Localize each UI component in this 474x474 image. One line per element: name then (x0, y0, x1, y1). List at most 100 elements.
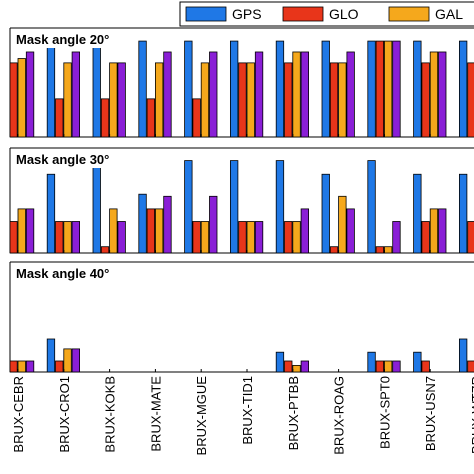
bar-glo (55, 221, 64, 254)
bar-gps (458, 40, 468, 138)
bar-gal (63, 62, 72, 138)
x-tick-label: BRUX-MGUE (194, 376, 209, 456)
bar-gps (138, 193, 147, 254)
bar-glo (284, 62, 293, 138)
bar-bds (392, 221, 401, 254)
bar-bds (209, 195, 218, 254)
bar-glo (284, 221, 293, 254)
bar-gal (429, 208, 439, 254)
bar-gps (184, 160, 193, 254)
bar-gal (246, 62, 255, 138)
legend-label-gal: GAL (435, 6, 463, 22)
bar-gps (46, 40, 56, 138)
panel-title-background (14, 151, 112, 168)
bar-gps (458, 338, 468, 373)
bar-glo (9, 221, 18, 254)
bar-bds (25, 360, 35, 373)
bar-bds (254, 221, 264, 254)
bar-glo (284, 360, 293, 373)
bar-bds (346, 208, 355, 254)
bar-gal (338, 195, 347, 254)
bar-gal (17, 208, 26, 254)
x-tick-label: BRUX-ROAG (332, 376, 347, 455)
bar-gal (200, 62, 210, 138)
bar-gal (109, 208, 118, 254)
x-tick-label: BRUX-PTBB (286, 376, 301, 450)
bar-gps (413, 351, 422, 373)
bar-bds (392, 40, 401, 138)
bar-gal (109, 62, 118, 138)
panel-title-background (14, 265, 112, 282)
bar-gps (184, 40, 193, 138)
bar-glo (55, 360, 64, 373)
bar-bds (209, 51, 218, 138)
legend-swatch-glo (282, 6, 324, 22)
bar-gal (154, 62, 164, 138)
bar-gal (383, 246, 393, 254)
bar-bds (117, 221, 126, 254)
x-tick-label: BRUX-WTZR (469, 376, 474, 454)
bar-bds (300, 360, 310, 373)
bar-glo (238, 221, 247, 254)
panel-title: Mask angle 20° (16, 32, 109, 47)
panel-title-background (14, 31, 112, 48)
x-tick-label: BRUX-TID1 (240, 376, 255, 445)
bar-gps (46, 173, 56, 254)
bar-gps (275, 160, 285, 254)
bar-gps (92, 40, 101, 138)
bar-glo (467, 221, 474, 254)
bar-gps (458, 173, 468, 254)
bar-bds (438, 208, 447, 254)
bar-glo (467, 62, 474, 138)
bar-glo (9, 360, 18, 373)
bar-gal (292, 364, 301, 373)
bar-bds (71, 51, 80, 138)
bar-gps (413, 173, 422, 254)
bar-bds (392, 360, 401, 373)
x-tick-label: BRUX-CEBR (11, 376, 26, 453)
bar-gal (292, 51, 301, 138)
bar-bds (25, 208, 35, 254)
bar-gps (367, 160, 376, 254)
bar-glo (467, 360, 474, 373)
bar-glo (421, 62, 430, 138)
panel-title: Mask angle 30° (16, 152, 109, 167)
bar-gps (138, 40, 147, 138)
bar-gps (275, 40, 285, 138)
bar-glo (375, 360, 385, 373)
bar-gal (429, 51, 439, 138)
bar-bds (300, 51, 310, 138)
bar-bds (300, 208, 310, 254)
bar-bds (25, 51, 35, 138)
bar-glo (146, 208, 156, 254)
bar-gps (321, 173, 330, 254)
bar-gal (154, 208, 164, 254)
bar-bds (71, 348, 80, 373)
bar-gal (246, 221, 255, 254)
bar-gal (338, 62, 347, 138)
legend-label-gps: GPS (232, 6, 262, 22)
legend-swatch-gal (388, 6, 430, 22)
legend-label-glo: GLO (329, 6, 359, 22)
bar-glo (375, 40, 385, 138)
bar-bds (163, 195, 172, 254)
bar-gal (63, 221, 72, 254)
bar-glo (329, 62, 339, 138)
bar-gal (383, 360, 393, 373)
bar-bds (71, 221, 80, 254)
bar-glo (146, 98, 156, 138)
bar-bds (346, 51, 355, 138)
bar-glo (100, 246, 110, 254)
bar-gps (367, 351, 376, 373)
bar-gps (321, 40, 330, 138)
bar-gps (92, 160, 101, 254)
bar-bds (163, 51, 172, 138)
bar-bds (254, 51, 264, 138)
bar-gps (229, 160, 239, 254)
bar-bds (117, 62, 126, 138)
bar-gal (63, 348, 72, 373)
bar-glo (100, 98, 110, 138)
bar-gal (383, 40, 393, 138)
bar-gal (17, 360, 26, 373)
bar-glo (192, 98, 201, 138)
